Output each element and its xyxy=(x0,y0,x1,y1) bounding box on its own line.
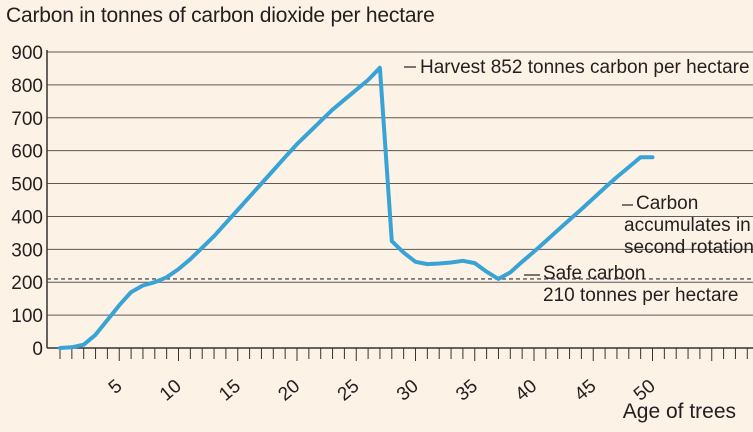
x-axis-label: Age of trees xyxy=(623,400,736,423)
annotation-text: Safe carbon xyxy=(543,263,645,284)
series-line xyxy=(58,65,655,350)
y-tick-label: 400 xyxy=(11,207,43,228)
x-tick-label: 45 xyxy=(571,376,601,406)
x-tick-label: 15 xyxy=(215,376,245,406)
y-tick-label: 700 xyxy=(11,109,43,130)
x-tick-label: 30 xyxy=(393,376,423,406)
axes xyxy=(46,50,753,361)
y-tick-label: 200 xyxy=(11,273,43,294)
y-tick-label: 900 xyxy=(11,43,43,64)
x-tick-label: 40 xyxy=(512,376,542,406)
y-tick-label: 100 xyxy=(11,306,43,327)
annotation-text: 210 tonnes per hectare xyxy=(543,285,738,306)
x-tick-label: 35 xyxy=(452,376,482,406)
y-tick-label: 600 xyxy=(11,142,43,163)
chart-title: Carbon in tonnes of carbon dioxide per h… xyxy=(6,4,435,27)
annotations: Harvest 852 tonnes carbon per hectare Car… xyxy=(404,57,753,306)
y-tick-label: 0 xyxy=(32,339,43,360)
x-tick-label: 25 xyxy=(334,376,364,406)
y-tick-label: 800 xyxy=(11,76,43,97)
series-group xyxy=(58,65,655,350)
annotation-text: accumulates in xyxy=(624,215,751,236)
annotation-text: Harvest 852 tonnes carbon per hectare xyxy=(420,57,750,78)
x-tick-label: 5 xyxy=(105,376,127,399)
y-tick-label: 500 xyxy=(11,175,43,196)
x-tick-label: 10 xyxy=(156,376,186,406)
annotation-text: Carbon xyxy=(636,193,698,214)
grid-lines xyxy=(47,51,753,316)
y-tick-label: 300 xyxy=(11,240,43,261)
annotation-text: second rotation xyxy=(624,237,753,258)
x-tick-label: 20 xyxy=(275,376,305,406)
